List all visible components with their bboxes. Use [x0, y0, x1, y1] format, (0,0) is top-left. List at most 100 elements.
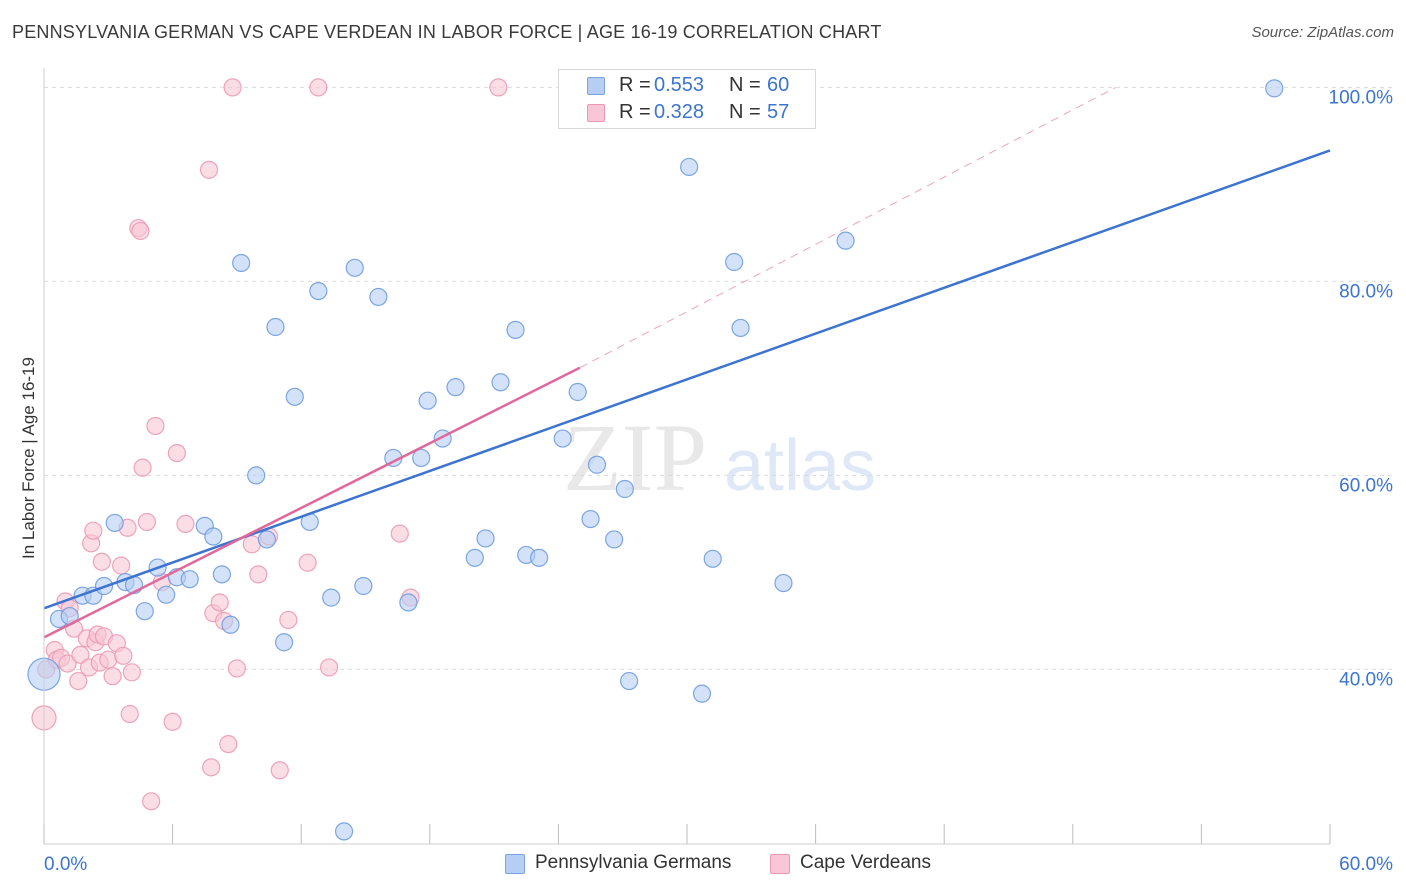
pennsylvania-german-point: [157, 585, 176, 604]
pennsylvania-german-point: [605, 530, 624, 549]
pennsylvania-german-point: [399, 593, 418, 612]
cape-verdean-point: [390, 524, 409, 543]
pennsylvania-german-point: [692, 684, 712, 703]
pennsylvania-german-point: [212, 565, 231, 584]
pennsylvania-german-point: [334, 822, 354, 841]
pennsylvania-german-point: [476, 529, 495, 548]
pennsylvania-german-point: [587, 455, 607, 474]
cape-verdean-point: [242, 535, 262, 554]
cape-verdean-point: [131, 221, 150, 241]
watermark-zip: ZIP: [563, 404, 707, 511]
pennsylvania-german-point: [274, 633, 294, 652]
watermark-atlas: atlas: [724, 426, 876, 506]
pennsylvania-german-trendline: [43, 149, 1331, 610]
pennsylvania-german-point: [553, 429, 572, 448]
axes: 0.0% 60.0%: [43, 68, 1393, 875]
pennsylvania-german-point: [615, 479, 634, 499]
cape-verdean-point: [99, 650, 118, 669]
pennsylvania-german-point: [345, 258, 364, 277]
y-tick-label: 100.0%: [1329, 87, 1394, 108]
cape-verdean-point: [279, 610, 298, 630]
pennsylvania-german-point: [446, 378, 465, 397]
watermark: ZIP atlas: [563, 404, 876, 511]
pennsylvania-german-point: [1265, 79, 1284, 98]
cape-verdean-point: [249, 565, 268, 584]
cape-verdean-point: [219, 734, 238, 754]
pennsylvania-german-point: [731, 318, 750, 338]
pennsylvania-german-point: [221, 615, 240, 634]
cape-verdean-point: [319, 658, 339, 677]
bottom-legend-label: Cape Verdeans: [800, 852, 931, 873]
pennsylvania-german-point: [680, 157, 699, 177]
pennsylvania-german-point: [322, 588, 341, 607]
cape-verdean-points: [31, 78, 508, 811]
pennsylvania-german-points: [27, 79, 1284, 841]
pennsylvania-german-point: [180, 570, 199, 589]
legend-n-value: 60: [767, 74, 790, 96]
pennsylvania-german-point: [247, 466, 266, 485]
pennsylvania-german-point: [836, 231, 855, 250]
chart-source: Source: ZipAtlas.com: [1251, 24, 1394, 41]
cape-verdean-point: [112, 556, 131, 575]
pennsylvania-german-point: [491, 373, 510, 392]
legend-r-label: R =: [619, 74, 651, 96]
legend-r-value: 0.553: [654, 74, 705, 96]
cape-verdean-point: [133, 458, 152, 477]
cape-verdean-point: [137, 512, 156, 532]
cape-verdean-point: [223, 78, 242, 97]
grid-layer: 100.0% 80.0% 60.0% 40.0%: [44, 86, 1394, 690]
legend-swatch-blue: [587, 77, 605, 95]
legend-n-value: 57: [767, 101, 790, 123]
pennsylvania-german-point: [105, 513, 124, 533]
pennsylvania-german-point: [725, 252, 744, 272]
cape-verdean-point: [210, 593, 229, 612]
pennsylvania-german-point: [285, 387, 304, 406]
legend-r-label: R =: [619, 101, 651, 123]
cape-verdean-point: [202, 758, 221, 777]
pennsylvania-german-point: [204, 527, 223, 546]
bottom-legend-cape-verdeans: Cape Verdeans: [770, 852, 970, 876]
correlation-legend: R = 0.553 N = 60 R = 0.328 N = 57: [558, 69, 816, 129]
cape-verdean-point: [92, 552, 111, 571]
pennsylvania-german-point: [309, 282, 328, 301]
trend-lines: [43, 86, 1331, 639]
cape-verdean-point: [84, 521, 103, 540]
y-tick-label: 40.0%: [1339, 669, 1393, 690]
y-tick-label: 80.0%: [1339, 281, 1393, 302]
pennsylvania-german-point: [369, 287, 388, 307]
cape-verdean-point: [122, 663, 141, 682]
pennsylvania-german-point: [412, 448, 431, 468]
pennsylvania-german-point: [135, 602, 154, 621]
pennsylvania-german-point: [354, 576, 373, 596]
bottom-legend-pennsylvania-germans: Pennsylvania Germans: [505, 852, 745, 876]
cape-verdean-trendline-extension: [579, 86, 1116, 369]
pennsylvania-german-point: [568, 382, 587, 402]
pennsylvania-german-point: [581, 509, 600, 529]
pennsylvania-german-point: [506, 320, 525, 339]
bottom-legend-swatch-blue: [505, 854, 525, 874]
cape-verdean-point: [199, 160, 219, 179]
legend-n-label: N =: [729, 74, 761, 96]
cape-verdean-point: [489, 78, 508, 97]
legend-swatch-pink: [587, 104, 605, 122]
pennsylvania-german-point: [266, 317, 285, 337]
pennsylvania-german-point: [620, 671, 639, 691]
cape-verdean-point: [142, 792, 161, 811]
pennsylvania-german-point: [257, 530, 277, 549]
cape-verdean-point: [163, 712, 182, 731]
cape-verdean-point: [120, 704, 139, 724]
bottom-legend-label: Pennsylvania Germans: [535, 852, 732, 873]
cape-verdean-point: [298, 553, 317, 572]
y-tick-label: 60.0%: [1339, 475, 1393, 496]
chart-title: PENNSYLVANIA GERMAN VS CAPE VERDEAN IN L…: [12, 22, 882, 42]
cape-verdean-point: [69, 671, 88, 691]
x-tick-label: 60.0%: [1339, 854, 1393, 875]
pennsylvania-german-point: [703, 549, 722, 568]
legend-r-value: 0.328: [654, 101, 705, 123]
cape-verdean-point: [167, 443, 186, 463]
y-axis-label: In Labor Force | Age 16-19: [19, 357, 38, 559]
cape-verdean-point: [114, 646, 133, 665]
cape-verdean-point: [227, 659, 246, 678]
pennsylvania-german-point: [465, 548, 484, 567]
